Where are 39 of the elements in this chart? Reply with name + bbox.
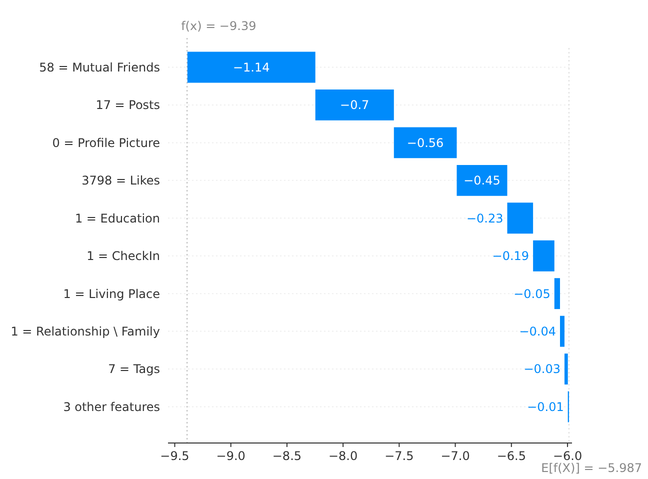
x-tick-label: −6.0 <box>552 449 582 463</box>
bar <box>564 354 568 385</box>
y-tick-label: 3 other features <box>63 400 160 414</box>
y-tick-label: 1 = Relationship \ Family <box>10 324 160 339</box>
data-label: −0.23 <box>466 211 504 226</box>
x-tick-label: −9.0 <box>216 449 246 463</box>
x-tick-label: −9.5 <box>160 449 190 463</box>
y-tick-label: 3798 = Likes <box>82 174 160 188</box>
y-tick-label: 1 = Education <box>74 211 160 226</box>
bar <box>187 52 316 83</box>
x-tick-label: −8.0 <box>328 449 358 463</box>
data-label: −0.45 <box>464 174 500 188</box>
bar <box>315 89 394 120</box>
data-label: −0.03 <box>524 362 560 376</box>
y-tick-label: 1 = CheckIn <box>86 249 160 264</box>
x-tick-label: −6.5 <box>496 449 526 463</box>
data-label: −1.14 <box>232 60 270 74</box>
bar <box>394 127 457 158</box>
data-label: −0.19 <box>492 249 530 264</box>
data-label: −0.7 <box>340 98 370 112</box>
ref-line-label: E[f(X)] = −5.987 <box>541 461 642 475</box>
bar <box>456 164 508 196</box>
x-tick-label: −7.5 <box>384 449 414 463</box>
ref-line-label: f(x) = −9.39 <box>181 19 256 33</box>
y-tick-label: 7 = Tags <box>108 362 160 376</box>
y-tick-label: 58 = Mutual Friends <box>39 60 160 74</box>
bar <box>554 278 560 310</box>
data-label: −0.56 <box>406 136 444 150</box>
data-label: −0.04 <box>519 324 556 339</box>
y-tick-label: 0 = Profile Picture <box>52 136 160 150</box>
x-tick-label: −8.5 <box>272 449 302 463</box>
data-label: −0.01 <box>527 400 564 414</box>
bar <box>560 316 564 347</box>
bar <box>507 202 534 234</box>
x-tick-label: −7.0 <box>440 449 470 463</box>
bar <box>533 240 554 272</box>
y-tick-label: 17 = Posts <box>96 98 160 112</box>
y-tick-label: 1 = Living Place <box>63 286 160 301</box>
data-label: −0.05 <box>514 286 550 301</box>
